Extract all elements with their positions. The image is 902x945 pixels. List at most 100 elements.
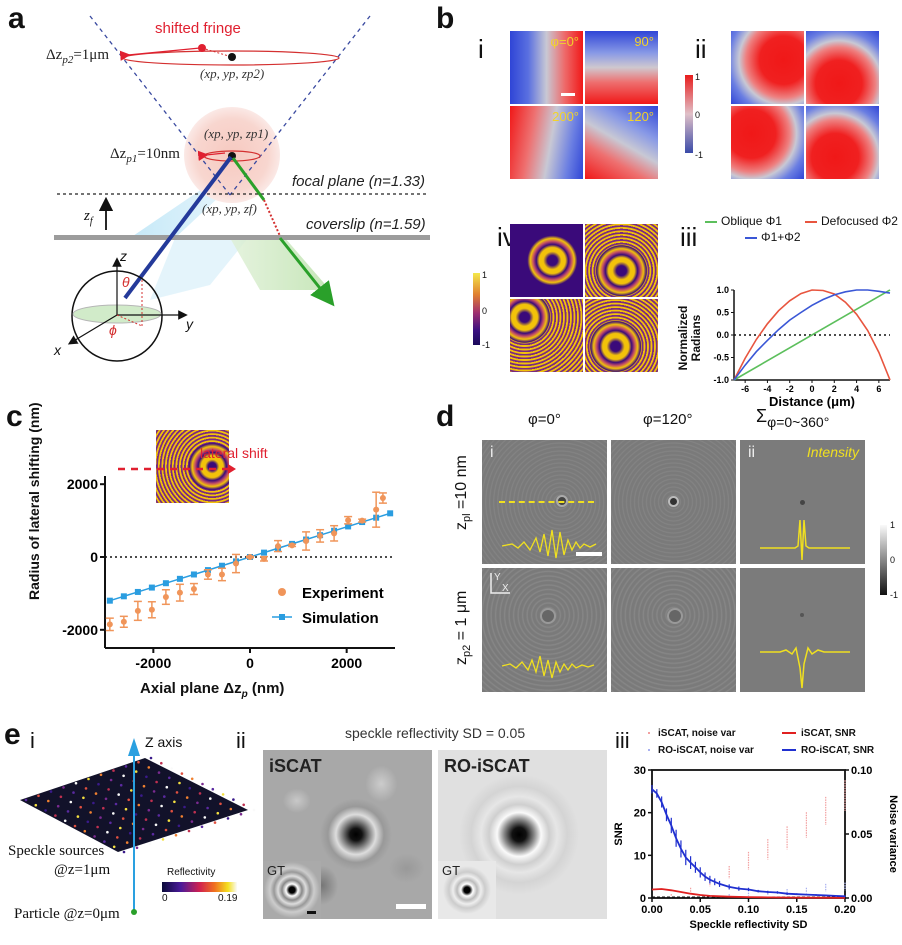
colorbar-min: -1 xyxy=(482,340,491,350)
y-tick-label: 0 xyxy=(90,549,98,565)
theta-label: θ xyxy=(122,274,130,290)
speckle-dot xyxy=(87,777,90,781)
speckle-dot xyxy=(203,816,207,819)
experiment-point xyxy=(148,606,155,613)
speckle-dot xyxy=(221,793,225,796)
shifted-fringe-label: shifted fringe xyxy=(155,20,241,37)
speckle-dot xyxy=(140,794,143,797)
speckle-dot xyxy=(92,801,95,805)
cone-right xyxy=(229,15,371,196)
particle-dot xyxy=(131,909,137,915)
x-tick-label: -2000 xyxy=(135,655,171,671)
experiment-point xyxy=(261,555,268,562)
sub-e-ii: ii xyxy=(236,728,246,753)
speckle-dot xyxy=(83,829,87,833)
speckle-dot xyxy=(170,767,173,770)
simulation-point xyxy=(261,549,268,556)
speckle-dot xyxy=(144,818,148,821)
speckle-dot xyxy=(180,772,184,775)
profile-trace xyxy=(501,529,597,559)
tile-label: ii xyxy=(748,444,756,461)
speckle-dot xyxy=(99,816,102,819)
legend-item: iSCAT, SNR xyxy=(782,728,856,739)
speckle-dot xyxy=(174,833,178,837)
scattered-beam xyxy=(231,157,266,201)
panel-label-e: e xyxy=(4,718,21,751)
lateral-shift-inset xyxy=(156,430,229,503)
defocus-tile-3 xyxy=(731,106,804,179)
speckle-dot xyxy=(56,804,60,808)
speckle-dot xyxy=(82,796,85,800)
x-tick-label: 2000 xyxy=(331,655,362,671)
y-tick-label: 30 xyxy=(634,765,646,777)
panel-a-diagram xyxy=(54,15,430,362)
speckle-dot xyxy=(196,801,199,805)
legend-swatch xyxy=(648,732,650,735)
speckle-dot xyxy=(134,770,138,773)
incident-beam xyxy=(123,155,233,300)
lateral-shift-arrowhead xyxy=(228,464,236,474)
speckle-dot xyxy=(142,784,146,788)
speckle-dot xyxy=(150,799,153,803)
x-tick-label: 0 xyxy=(809,384,814,394)
speckle-dot xyxy=(121,817,125,820)
speckle-dot xyxy=(94,792,98,795)
y-tick-label: -2000 xyxy=(62,622,98,638)
defocus-tile-4 xyxy=(806,106,879,179)
coord-f-label: (xp, yp, zf) xyxy=(202,201,257,216)
experiment-point xyxy=(106,621,113,628)
particle-psf xyxy=(540,608,556,624)
d-row-label-2: zp2 = 1 μm xyxy=(453,590,474,665)
speckle-dot xyxy=(59,795,63,799)
fringe-tile-1 xyxy=(510,224,583,297)
x-tick-label: 0.10 xyxy=(738,904,759,916)
d-col-header-0: φ=0° xyxy=(528,411,561,428)
speckle-dot xyxy=(141,827,145,831)
simulation-point xyxy=(176,575,183,582)
intensity-label: Intensity xyxy=(806,444,859,460)
speckle-dot xyxy=(155,780,158,784)
speckle-dot xyxy=(122,774,125,778)
svg-text:Y: Y xyxy=(494,572,501,583)
legend-item: Defocused Φ2 xyxy=(805,214,898,228)
experiment-point xyxy=(379,495,386,502)
legend-swatch xyxy=(648,749,650,752)
phi-label: ϕ xyxy=(109,322,117,338)
dz-p2-label: Δzp2=1μm xyxy=(46,47,109,66)
profile-trace xyxy=(501,655,595,679)
tile-label: i xyxy=(490,444,494,461)
speckle-dot xyxy=(211,787,215,791)
d-row-label-1: zpl =10 nm xyxy=(453,455,474,530)
speckle-dot xyxy=(124,765,128,768)
speckle-dot xyxy=(119,826,122,830)
d-col-header-2: Σφ=0~360° xyxy=(756,406,830,430)
fringe-tile-2 xyxy=(585,224,658,297)
speckle-dot xyxy=(242,803,245,807)
coverslip-bar xyxy=(54,235,430,240)
speckle-dot xyxy=(127,798,130,802)
speckle-dot xyxy=(178,781,181,785)
coord-p1-label: (xp, yp, zp1) xyxy=(204,126,269,141)
speckle-dot xyxy=(114,802,118,806)
y-right-tick-label: 0.00 xyxy=(851,893,872,905)
sub-b-iii: iii xyxy=(680,222,698,252)
x-tick-label: -4 xyxy=(763,384,771,394)
experiment-point xyxy=(317,532,324,539)
legend-item: Φ1+Φ2 xyxy=(745,230,801,244)
speckle-dot xyxy=(134,813,138,816)
speckle-dot xyxy=(103,840,106,843)
gt-inset: GT xyxy=(263,861,321,919)
x-tick-label: 4 xyxy=(854,384,859,394)
d-tile-0-1 xyxy=(611,440,736,564)
speckle-dot xyxy=(201,782,204,786)
legend-swatch xyxy=(705,220,717,223)
legend-item: Oblique Φ1 xyxy=(705,214,782,228)
speckle-dot xyxy=(137,803,141,807)
speckle-dot xyxy=(102,806,105,810)
speckle-dot xyxy=(74,781,78,785)
simulation-point xyxy=(218,562,225,569)
experiment-point xyxy=(303,537,310,544)
experiment-point xyxy=(345,517,352,524)
speckle-dot xyxy=(112,769,115,772)
